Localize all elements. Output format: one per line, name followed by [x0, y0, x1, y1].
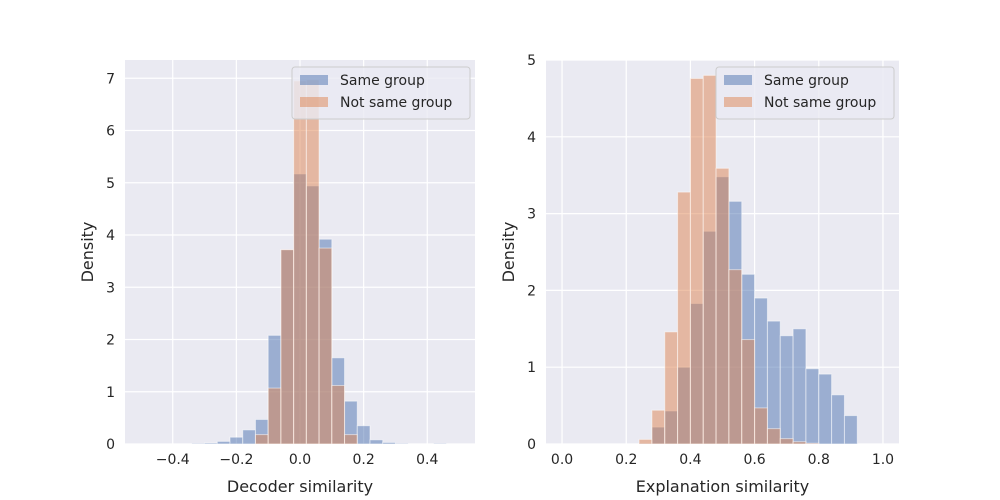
bar — [792, 441, 807, 445]
bar — [779, 438, 794, 445]
x-tick-label: 0.4 — [416, 452, 438, 468]
y-tick-label: 3 — [106, 280, 115, 296]
legend-box — [291, 66, 471, 120]
x-tick-label: 1.0 — [872, 452, 894, 468]
bar — [702, 74, 717, 445]
x-tick-label: 0.8 — [808, 452, 830, 468]
legend-box — [715, 66, 895, 120]
x-tick-label: 0.6 — [743, 452, 765, 468]
bar — [843, 415, 858, 445]
x-tick-label: −0.4 — [156, 452, 190, 468]
bar — [728, 269, 743, 445]
legend-swatch — [300, 75, 328, 85]
y-tick-label: 3 — [527, 207, 536, 223]
legend: Same group Not same group — [715, 66, 895, 120]
bar — [229, 436, 244, 445]
bar — [369, 439, 384, 445]
legend: Same group Not same group — [291, 66, 471, 120]
bar — [331, 384, 346, 445]
bar — [356, 425, 371, 445]
x-tick-label: 0.2 — [615, 452, 637, 468]
bar — [433, 442, 447, 445]
y-tick-label: 2 — [106, 333, 115, 349]
x-tick-label: 0.0 — [551, 452, 573, 468]
y-axis-label: Density — [78, 222, 97, 283]
x-tick-label: −0.2 — [219, 452, 253, 468]
bar — [318, 247, 333, 445]
y-tick-label: 5 — [527, 53, 536, 69]
series-not-same-group — [254, 79, 358, 445]
bar — [382, 441, 396, 445]
x-axis-label: Decoder similarity — [227, 477, 373, 496]
bar — [293, 80, 307, 445]
y-tick-label: 0 — [106, 437, 115, 453]
x-tick-label: 0.2 — [353, 452, 375, 468]
bar — [831, 394, 845, 445]
bar — [305, 79, 320, 445]
y-tick-label: 6 — [106, 124, 115, 140]
bar — [792, 328, 807, 445]
legend-label: Same group — [340, 73, 425, 89]
x-axis-label: Explanation similarity — [636, 477, 810, 496]
bar — [216, 440, 231, 445]
bar — [715, 167, 730, 445]
bar — [394, 442, 409, 445]
series-not-same-group — [638, 74, 820, 445]
bar — [280, 249, 295, 445]
y-tick-label: 2 — [527, 283, 536, 299]
legend-label: Not same group — [340, 95, 452, 111]
bar — [779, 335, 794, 445]
legend-label: Not same group — [764, 95, 876, 111]
chart-1: −0.4 −0.2 0.0 0.2 0.4 0 1 2 3 4 5 6 7 Decoder similar… — [78, 60, 475, 496]
bar — [638, 438, 653, 445]
legend-swatch — [724, 75, 752, 85]
bar — [344, 434, 358, 445]
y-tick-label: 4 — [527, 130, 536, 146]
y-tick-label: 0 — [527, 437, 536, 453]
x-tick-label: 0.0 — [289, 452, 311, 468]
bar — [267, 387, 282, 445]
bar — [805, 442, 820, 445]
bar — [191, 442, 206, 445]
x-tick-label: 0.4 — [679, 452, 701, 468]
y-tick-label: 1 — [527, 360, 536, 376]
y-axis-label: Density — [499, 222, 518, 283]
y-tick-label: 7 — [106, 71, 115, 87]
y-tick-label: 5 — [106, 176, 115, 192]
bar — [805, 368, 820, 445]
y-tick-label: 4 — [106, 228, 115, 244]
bar — [677, 191, 691, 445]
y-tick-label: 1 — [106, 385, 115, 401]
bar — [766, 320, 781, 445]
bar — [204, 442, 218, 445]
bar — [242, 429, 256, 445]
legend-swatch — [724, 97, 752, 107]
bar — [741, 339, 756, 445]
bar — [754, 407, 768, 445]
bar — [651, 409, 666, 445]
bar — [766, 428, 781, 445]
legend-label: Same group — [764, 73, 849, 89]
bar — [689, 77, 704, 445]
bar — [664, 331, 679, 445]
bar — [818, 373, 833, 445]
bar — [254, 434, 269, 445]
legend-swatch — [300, 97, 328, 107]
chart-2: 0.0 0.2 0.4 0.6 0.8 1.0 0 1 2 3 4 5 Explanation simi… — [499, 53, 899, 496]
